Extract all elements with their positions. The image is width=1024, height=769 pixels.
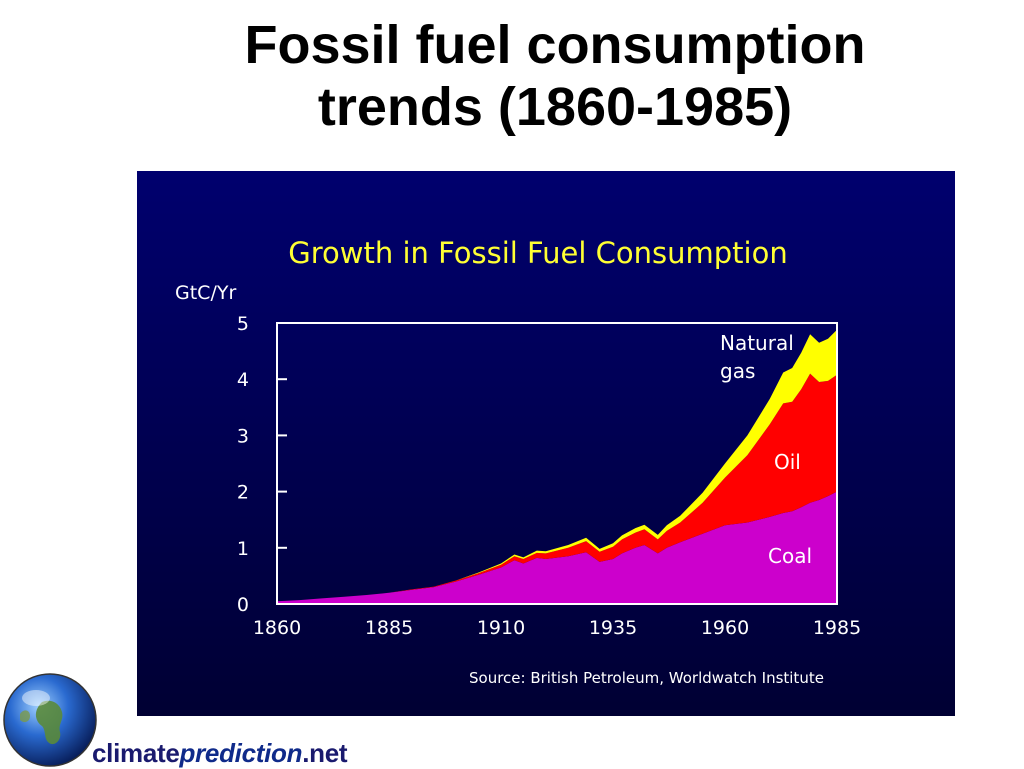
logo-text-net: .net <box>302 738 348 768</box>
climateprediction-logo <box>0 670 420 768</box>
logo-text-climate: climate <box>92 738 180 768</box>
x-tick-label: 1860 <box>253 617 301 639</box>
x-tick-label: 1935 <box>589 617 637 639</box>
area-oil <box>277 373 837 602</box>
fossil-fuel-chart: Growth in Fossil Fuel Consumption GtC/Yr… <box>137 171 955 716</box>
logo-text: climateprediction.net <box>92 738 348 769</box>
y-tick-label: 0 <box>237 594 249 616</box>
y-tick-label: 4 <box>237 369 249 391</box>
slide-title-line2: trends (1860-1985) <box>317 77 793 137</box>
logo-text-prediction: prediction <box>179 738 303 768</box>
y-axis-label: GtC/Yr <box>175 282 236 304</box>
x-tick-label: 1910 <box>477 617 525 639</box>
y-tick-label: 5 <box>237 313 249 335</box>
series-label-gas-line1: Natural <box>720 331 794 355</box>
y-tick-label: 3 <box>237 425 249 447</box>
area-natural-gas <box>277 329 837 602</box>
y-tick-label: 1 <box>237 538 249 560</box>
chart-title: Growth in Fossil Fuel Consumption <box>288 236 787 270</box>
slide-title: Fossil fuel consumption trends (1860-198… <box>100 14 1010 138</box>
chart-panel: Growth in Fossil Fuel Consumption GtC/Yr… <box>137 171 955 716</box>
x-tick-label: 1960 <box>701 617 749 639</box>
series-label-coal: Coal <box>768 544 812 568</box>
globe-icon <box>3 673 97 767</box>
plot-frame <box>276 322 838 605</box>
y-tick-label: 2 <box>237 482 249 504</box>
x-tick-label: 1885 <box>365 617 413 639</box>
axis-ticks: 1860 1885 1910 1935 1960 1985 0 1 2 3 4 5 <box>237 313 861 639</box>
series-label-oil: Oil <box>774 450 801 474</box>
slide-title-line1: Fossil fuel consumption <box>244 15 866 75</box>
chart-source: Source: British Petroleum, Worldwatch In… <box>469 669 824 687</box>
area-coal <box>277 491 837 604</box>
x-tick-label: 1985 <box>813 617 861 639</box>
series-label-gas-line2: gas <box>720 359 755 383</box>
area-layer <box>277 329 837 604</box>
